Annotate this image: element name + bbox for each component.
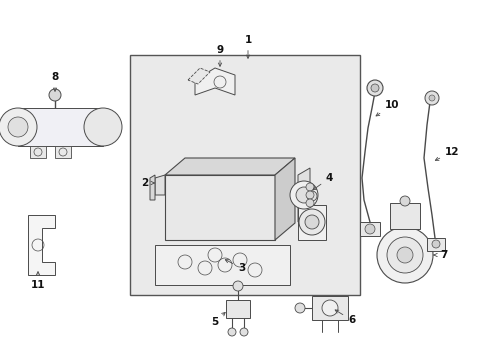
Circle shape	[0, 108, 37, 146]
Circle shape	[399, 196, 409, 206]
Bar	[426, 238, 444, 251]
Circle shape	[376, 227, 432, 283]
Bar	[297, 205, 325, 240]
Circle shape	[386, 237, 422, 273]
Bar	[30, 146, 46, 158]
Circle shape	[305, 183, 313, 191]
Polygon shape	[297, 168, 309, 222]
Circle shape	[298, 209, 325, 235]
Text: 3: 3	[225, 260, 245, 273]
Text: 1: 1	[244, 35, 251, 58]
Polygon shape	[164, 158, 294, 175]
Circle shape	[305, 199, 313, 207]
Text: 5: 5	[210, 312, 225, 327]
Circle shape	[289, 181, 317, 209]
Circle shape	[306, 191, 316, 201]
Circle shape	[305, 191, 313, 199]
Bar	[311, 296, 347, 320]
Circle shape	[428, 95, 434, 101]
Text: 12: 12	[434, 147, 459, 160]
Text: 7: 7	[433, 250, 447, 260]
Bar	[55, 146, 71, 158]
Circle shape	[370, 84, 378, 92]
Circle shape	[305, 215, 318, 229]
Text: 4: 4	[312, 173, 333, 190]
Circle shape	[240, 328, 247, 336]
Text: 9: 9	[216, 45, 223, 66]
Text: 10: 10	[375, 100, 399, 116]
Circle shape	[321, 300, 337, 316]
Bar	[18, 108, 103, 146]
Circle shape	[431, 240, 439, 248]
Text: 8: 8	[51, 72, 59, 91]
Circle shape	[294, 303, 305, 313]
Circle shape	[227, 328, 236, 336]
Polygon shape	[28, 215, 55, 275]
Text: 6: 6	[334, 310, 354, 325]
Polygon shape	[164, 175, 274, 240]
Polygon shape	[195, 68, 235, 95]
Circle shape	[84, 108, 122, 146]
Circle shape	[295, 187, 311, 203]
Circle shape	[49, 89, 61, 101]
Polygon shape	[155, 245, 289, 285]
Circle shape	[232, 281, 243, 291]
Bar	[225, 300, 249, 318]
Bar	[130, 55, 359, 295]
Polygon shape	[187, 68, 209, 84]
Polygon shape	[150, 175, 155, 200]
Circle shape	[366, 80, 382, 96]
Bar	[359, 222, 379, 236]
Circle shape	[364, 224, 374, 234]
Polygon shape	[274, 158, 294, 240]
Bar	[389, 203, 419, 229]
Text: 11: 11	[31, 272, 45, 290]
Circle shape	[8, 117, 28, 137]
Polygon shape	[155, 175, 164, 195]
Circle shape	[396, 247, 412, 263]
Text: 2: 2	[141, 178, 154, 188]
Circle shape	[424, 91, 438, 105]
